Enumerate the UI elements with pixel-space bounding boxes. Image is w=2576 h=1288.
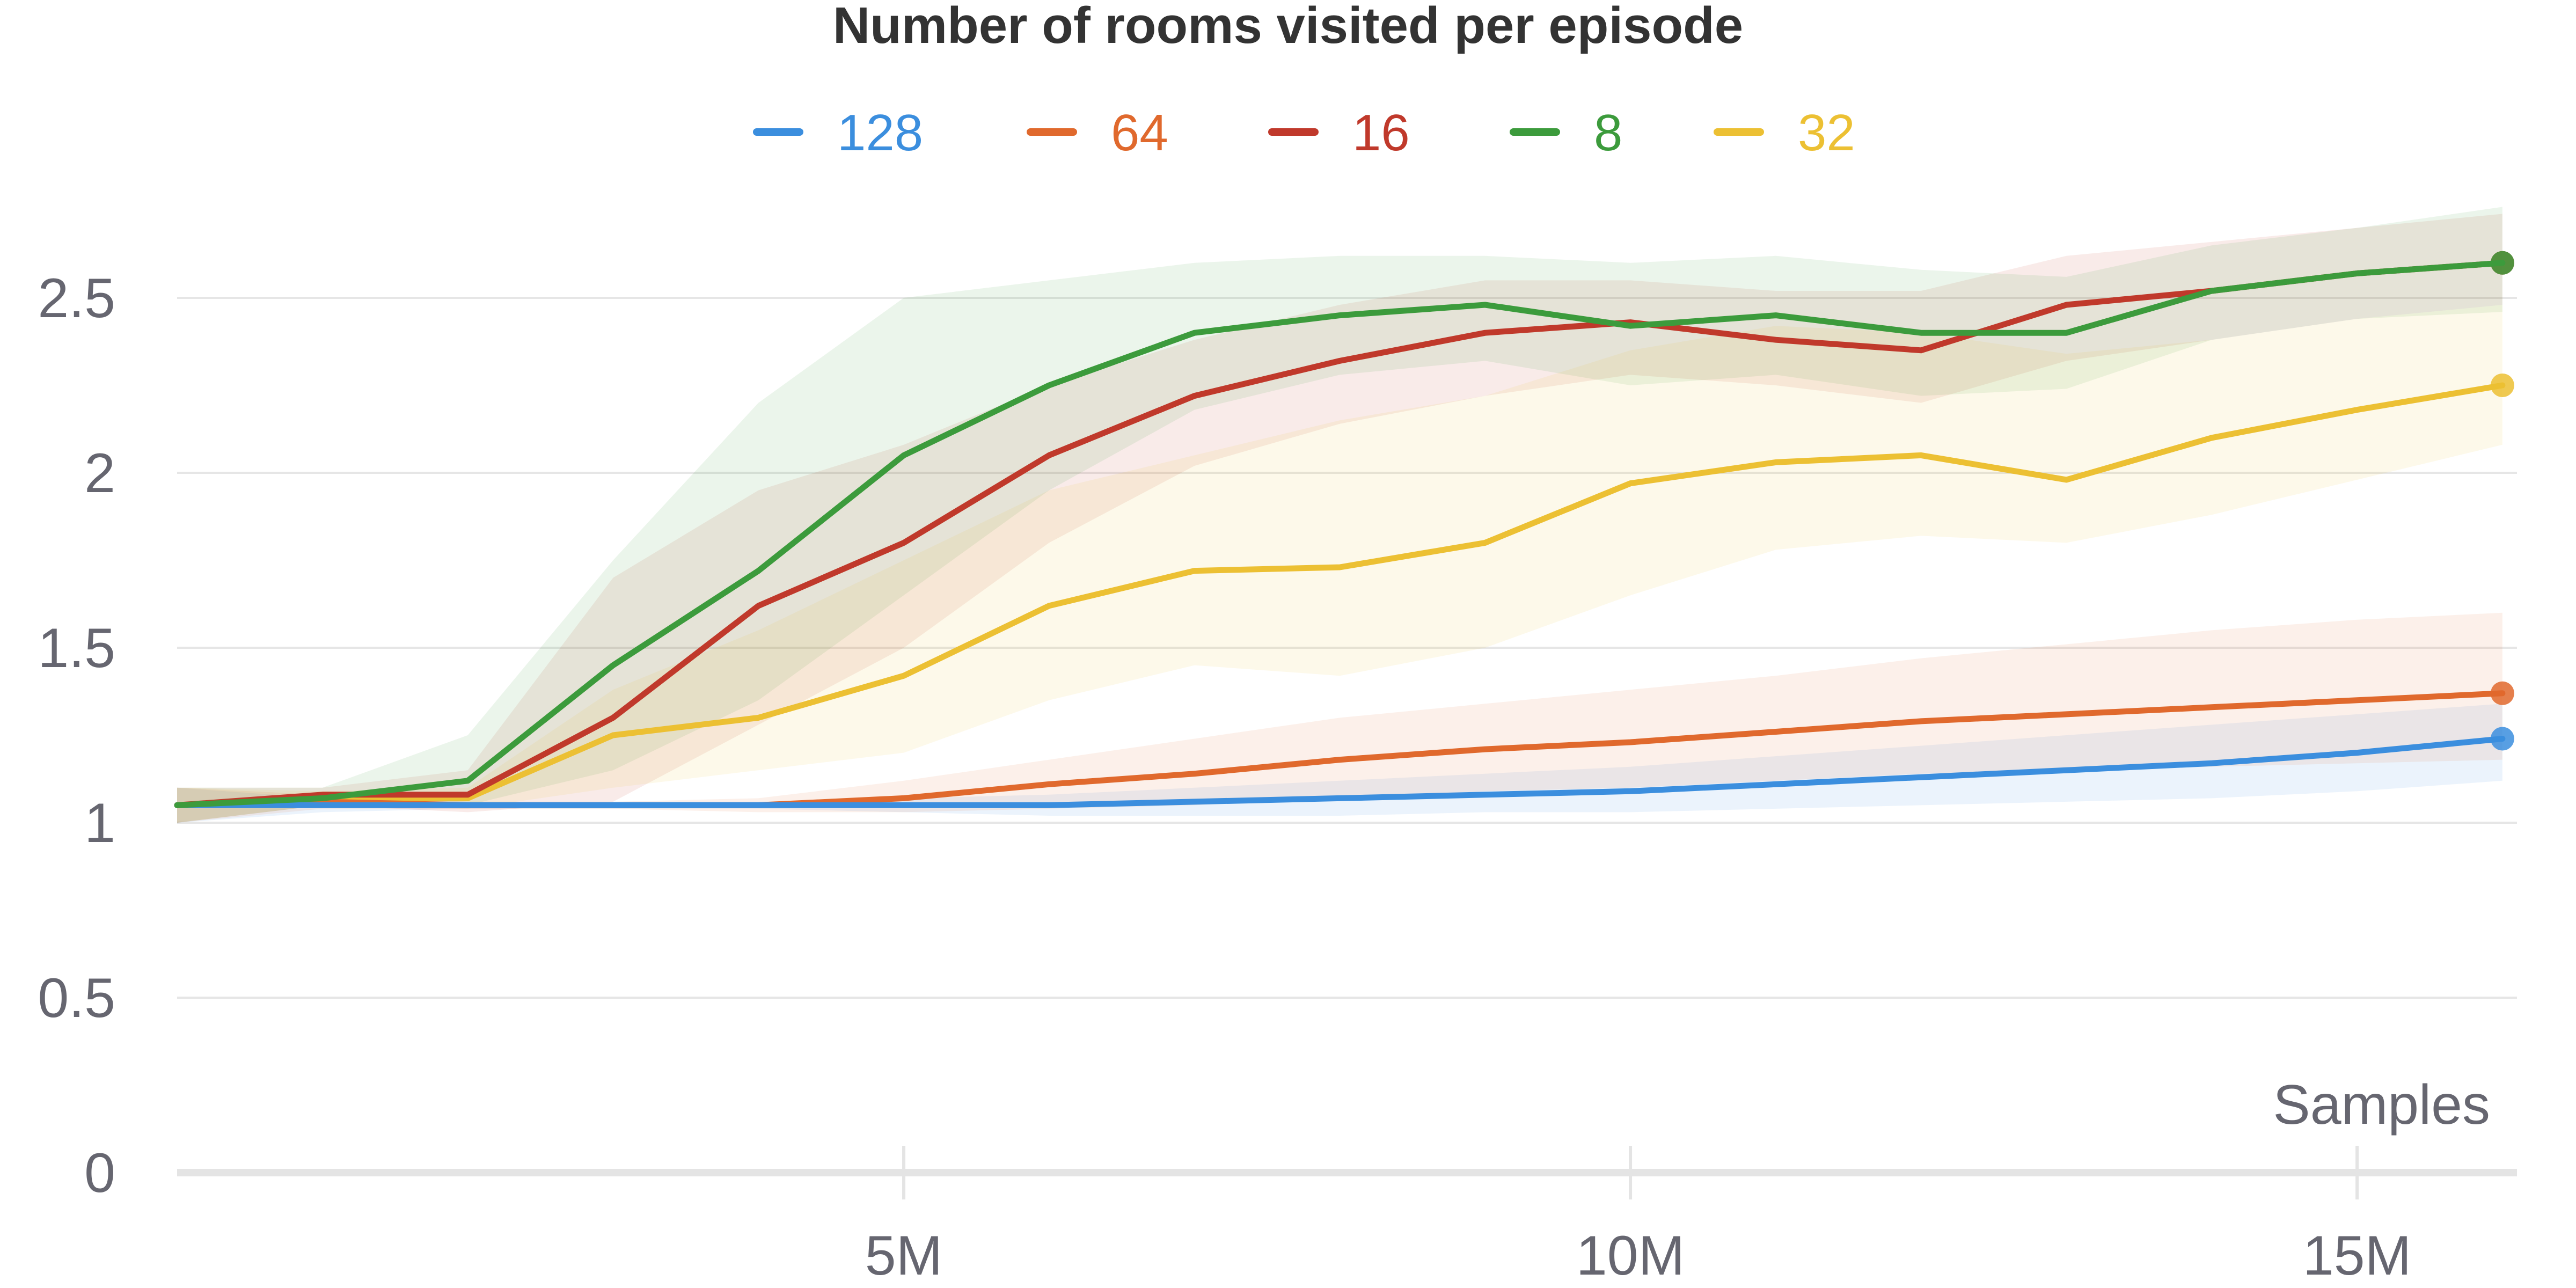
chart-title: Number of rooms visited per episode <box>833 0 1743 54</box>
legend-label: 8 <box>1594 104 1622 162</box>
legend-item-8[interactable]: 8 <box>1510 104 1622 162</box>
legend-label: 64 <box>1111 104 1168 162</box>
band-8 <box>177 207 2502 823</box>
x-tick-label: 10M <box>1576 1225 1685 1287</box>
band-16 <box>177 214 2502 823</box>
series-end-marker-64 <box>2490 681 2514 705</box>
series-end-marker-128 <box>2490 727 2514 751</box>
legend-item-16[interactable]: 16 <box>1268 104 1410 162</box>
axes: 0 0.5 1 1.5 2 2.5 5M 10M 15M <box>38 267 2517 1287</box>
series-lines <box>174 251 2514 808</box>
series-end-marker-8 <box>2490 251 2514 275</box>
y-tick-label: 2.5 <box>38 267 115 330</box>
series-line-8 <box>174 260 2506 808</box>
legend-label: 32 <box>1798 104 1855 162</box>
series-line-16 <box>174 260 2506 808</box>
y-tick-label: 1 <box>84 792 115 854</box>
series-end-marker-32 <box>2490 374 2514 397</box>
band-32 <box>177 305 2502 823</box>
legend-label: 16 <box>1352 104 1410 162</box>
y-tick-label: 2 <box>84 442 115 504</box>
band-128 <box>177 704 2502 823</box>
legend-item-32[interactable]: 32 <box>1714 104 1855 162</box>
legend-item-128[interactable]: 128 <box>753 104 923 162</box>
x-axis-label: Samples <box>2273 1074 2490 1136</box>
legend-item-64[interactable]: 64 <box>1027 104 1168 162</box>
y-tick-label: 0 <box>84 1142 115 1204</box>
x-tick-label: 5M <box>865 1225 942 1287</box>
y-tick-label: 1.5 <box>38 617 115 679</box>
confidence-bands <box>177 207 2502 823</box>
legend-label: 128 <box>837 104 923 162</box>
series-line-128 <box>174 736 2506 808</box>
x-tick-label: 15M <box>2303 1225 2411 1287</box>
series-line-32 <box>174 382 2506 808</box>
legend: 128 64 16 8 32 <box>753 104 1855 162</box>
y-tick-label: 0.5 <box>38 967 115 1029</box>
band-64 <box>177 612 2502 823</box>
